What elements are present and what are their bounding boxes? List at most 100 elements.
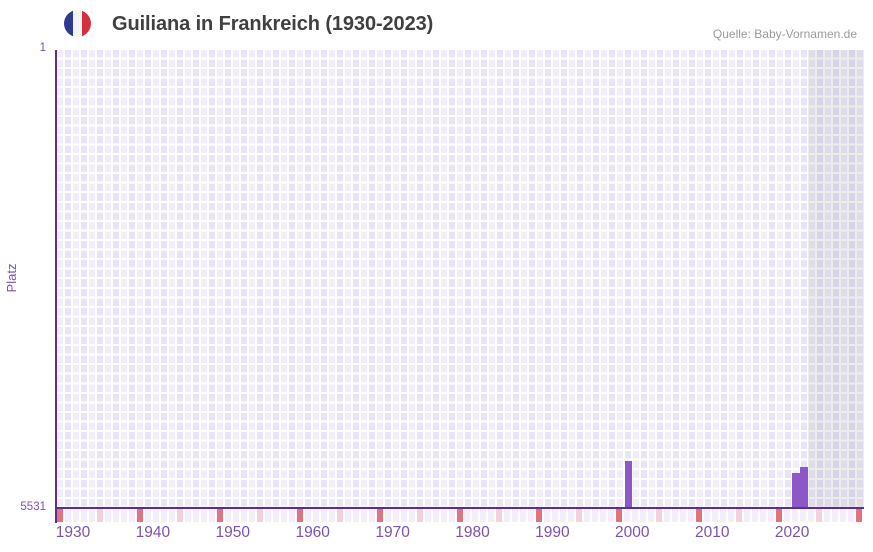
axis-tick-cell bbox=[696, 509, 703, 522]
axis-tick-cell bbox=[152, 509, 159, 522]
x-tick-label: 2020 bbox=[774, 524, 810, 541]
axis-tick-cell bbox=[736, 509, 743, 522]
axis-tick-cell bbox=[704, 509, 711, 522]
axis-tick-cell bbox=[544, 509, 551, 522]
axis-tick-cell bbox=[448, 509, 455, 522]
axis-tick-cell bbox=[240, 509, 247, 522]
rank-bar-2001[interactable] bbox=[624, 461, 633, 508]
axis-tick-cell bbox=[720, 509, 727, 522]
axis-tick-cell bbox=[488, 509, 495, 522]
axis-tick-cell bbox=[200, 509, 207, 522]
x-tick-label: 1960 bbox=[295, 524, 330, 541]
axis-tick-cell bbox=[824, 509, 831, 522]
x-tick-label: 2000 bbox=[615, 524, 650, 541]
axis-tick-cell bbox=[792, 509, 799, 522]
axis-tick-cell bbox=[616, 509, 623, 522]
axis-tick-cell bbox=[264, 509, 271, 522]
y-tick-top: 1 bbox=[39, 42, 46, 54]
france-flag-icon bbox=[64, 10, 91, 37]
axis-tick-cell bbox=[800, 509, 807, 522]
axis-tick-cell bbox=[672, 509, 679, 522]
axis-tick-cell bbox=[632, 509, 639, 522]
axis-tick-cell bbox=[104, 509, 111, 522]
axis-tick-cell bbox=[776, 509, 783, 522]
axis-tick-cell bbox=[840, 509, 847, 522]
axis-tick-cell bbox=[160, 509, 167, 522]
rank-bar-2023[interactable] bbox=[800, 467, 808, 508]
axis-tick-cell bbox=[744, 509, 751, 522]
future-years-band bbox=[808, 50, 864, 508]
x-tick-label: 1980 bbox=[455, 524, 490, 541]
axis-tick-cell bbox=[856, 509, 862, 522]
axis-tick-cell bbox=[728, 509, 735, 522]
axis-tick-cell bbox=[57, 509, 63, 522]
axis-tick-cell bbox=[224, 509, 231, 522]
axis-tick-cell bbox=[136, 509, 143, 522]
axis-tick-cell bbox=[360, 509, 367, 522]
axis-tick-cell bbox=[688, 509, 695, 522]
axis-tick-cell bbox=[600, 509, 607, 522]
axis-tick-cell bbox=[760, 509, 767, 522]
axis-tick-cell bbox=[520, 509, 527, 522]
axis-tick-cell bbox=[384, 509, 391, 522]
axis-tick-cell bbox=[528, 509, 535, 522]
axis-tick-cell bbox=[608, 509, 615, 522]
axis-tick-cell bbox=[504, 509, 511, 522]
axis-tick-cell bbox=[648, 509, 655, 522]
chart-title: Guiliana in Frankreich (1930-2023) bbox=[112, 13, 434, 35]
axis-tick-cell bbox=[80, 509, 87, 522]
axis-tick-cell bbox=[128, 509, 135, 522]
axis-tick-cell bbox=[168, 509, 175, 522]
axis-tick-cell bbox=[552, 509, 559, 522]
source-credit[interactable]: Quelle: Baby-Vornamen.de bbox=[712, 27, 857, 41]
axis-tick-cell bbox=[96, 509, 103, 522]
axis-tick-cell bbox=[816, 509, 823, 522]
axis-tick-cell bbox=[184, 509, 191, 522]
axis-tick-cell bbox=[368, 509, 375, 522]
axis-tick-cell bbox=[848, 509, 855, 522]
axis-tick-cell bbox=[560, 509, 567, 522]
axis-tick-cell bbox=[680, 509, 687, 522]
x-tick-label: 1940 bbox=[135, 524, 171, 541]
axis-tick-cell bbox=[592, 509, 599, 522]
x-axis-line bbox=[55, 507, 864, 509]
axis-tick-cell bbox=[472, 509, 479, 522]
axis-tick-cell bbox=[176, 509, 183, 522]
axis-tick-cell bbox=[416, 509, 423, 522]
axis-tick-cell bbox=[216, 509, 223, 522]
axis-tick-cell bbox=[640, 509, 647, 522]
axis-tick-cell bbox=[624, 509, 631, 522]
axis-tick-cell bbox=[256, 509, 263, 522]
plot-area bbox=[57, 50, 864, 508]
x-axis-tick-strip bbox=[57, 509, 864, 522]
axis-tick-cell bbox=[208, 509, 215, 522]
axis-tick-cell bbox=[712, 509, 719, 522]
x-tick-label: 1930 bbox=[55, 524, 91, 541]
axis-tick-cell bbox=[584, 509, 591, 522]
axis-tick-cell bbox=[296, 509, 303, 522]
axis-tick-cell bbox=[808, 509, 815, 522]
axis-tick-cell bbox=[576, 509, 583, 522]
axis-tick-cell bbox=[432, 509, 439, 522]
axis-tick-cell bbox=[336, 509, 343, 522]
axis-tick-cell bbox=[784, 509, 791, 522]
rank-bar-2022[interactable] bbox=[792, 473, 800, 508]
axis-tick-cell bbox=[192, 509, 199, 522]
axis-tick-cell bbox=[536, 509, 543, 522]
axis-tick-cell bbox=[64, 509, 71, 522]
axis-tick-cell bbox=[88, 509, 95, 522]
axis-tick-cell bbox=[480, 509, 487, 522]
axis-tick-cell bbox=[424, 509, 431, 522]
y-axis-label: Platz bbox=[4, 263, 19, 293]
axis-tick-cell bbox=[752, 509, 759, 522]
axis-tick-cell bbox=[496, 509, 503, 522]
x-tick-label: 1950 bbox=[215, 524, 251, 541]
axis-tick-cell bbox=[376, 509, 383, 522]
axis-tick-cell bbox=[512, 509, 519, 522]
axis-tick-cell bbox=[768, 509, 775, 522]
axis-tick-cell bbox=[832, 509, 839, 522]
axis-tick-cell bbox=[144, 509, 151, 522]
axis-tick-cell bbox=[392, 509, 399, 522]
x-tick-label: 2010 bbox=[694, 524, 730, 541]
axis-tick-cell bbox=[248, 509, 255, 522]
